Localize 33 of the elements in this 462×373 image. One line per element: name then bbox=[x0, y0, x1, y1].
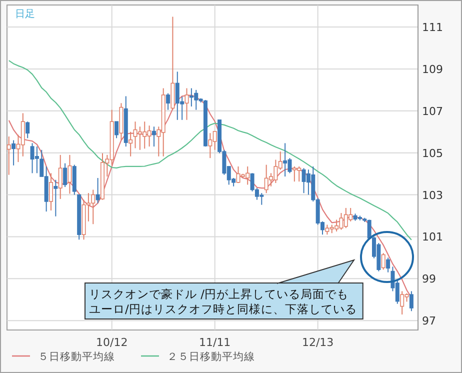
candlestick bbox=[54, 179, 58, 217]
annotation: リスクオンで豪ドル /円が上昇している局面でも bbox=[89, 287, 349, 301]
candlestick bbox=[12, 140, 16, 166]
candlestick bbox=[49, 172, 53, 211]
candlestick bbox=[68, 154, 72, 194]
candlestick bbox=[283, 142, 288, 178]
y-tick-label: 107 bbox=[422, 104, 443, 118]
y-tick-label: 109 bbox=[422, 62, 443, 76]
candlestick bbox=[409, 290, 414, 312]
candlestick bbox=[152, 126, 156, 148]
y-tick-label: 103 bbox=[422, 188, 443, 202]
chart-title: 日足 bbox=[15, 9, 35, 20]
candlestick bbox=[26, 121, 30, 139]
x-tick-label: 10/12 bbox=[96, 336, 128, 349]
candlestick bbox=[96, 177, 100, 204]
y-tick-label: 97 bbox=[422, 314, 436, 328]
candlestick bbox=[63, 162, 68, 188]
candlestick bbox=[128, 131, 133, 157]
candlestick bbox=[114, 121, 119, 139]
y-tick-label: 101 bbox=[422, 230, 443, 244]
y-tick-label: 111 bbox=[422, 21, 443, 34]
candlestick bbox=[166, 92, 170, 110]
x-tick-label: 11/11 bbox=[198, 336, 231, 349]
x-tick-label: 12/13 bbox=[302, 336, 334, 349]
annotation: ユーロ/円はリスクオフ時と同様に、下落している bbox=[89, 302, 357, 316]
candlestick bbox=[386, 257, 390, 273]
y-tick-label: 99 bbox=[422, 272, 436, 286]
legend-label: ２５日移動平均線 bbox=[167, 351, 255, 363]
legend-label: ５日移動平均線 bbox=[38, 351, 115, 363]
candlestick bbox=[381, 252, 386, 270]
y-tick-label: 105 bbox=[422, 146, 443, 160]
candlestick bbox=[184, 88, 189, 120]
candlestick bbox=[58, 154, 62, 200]
